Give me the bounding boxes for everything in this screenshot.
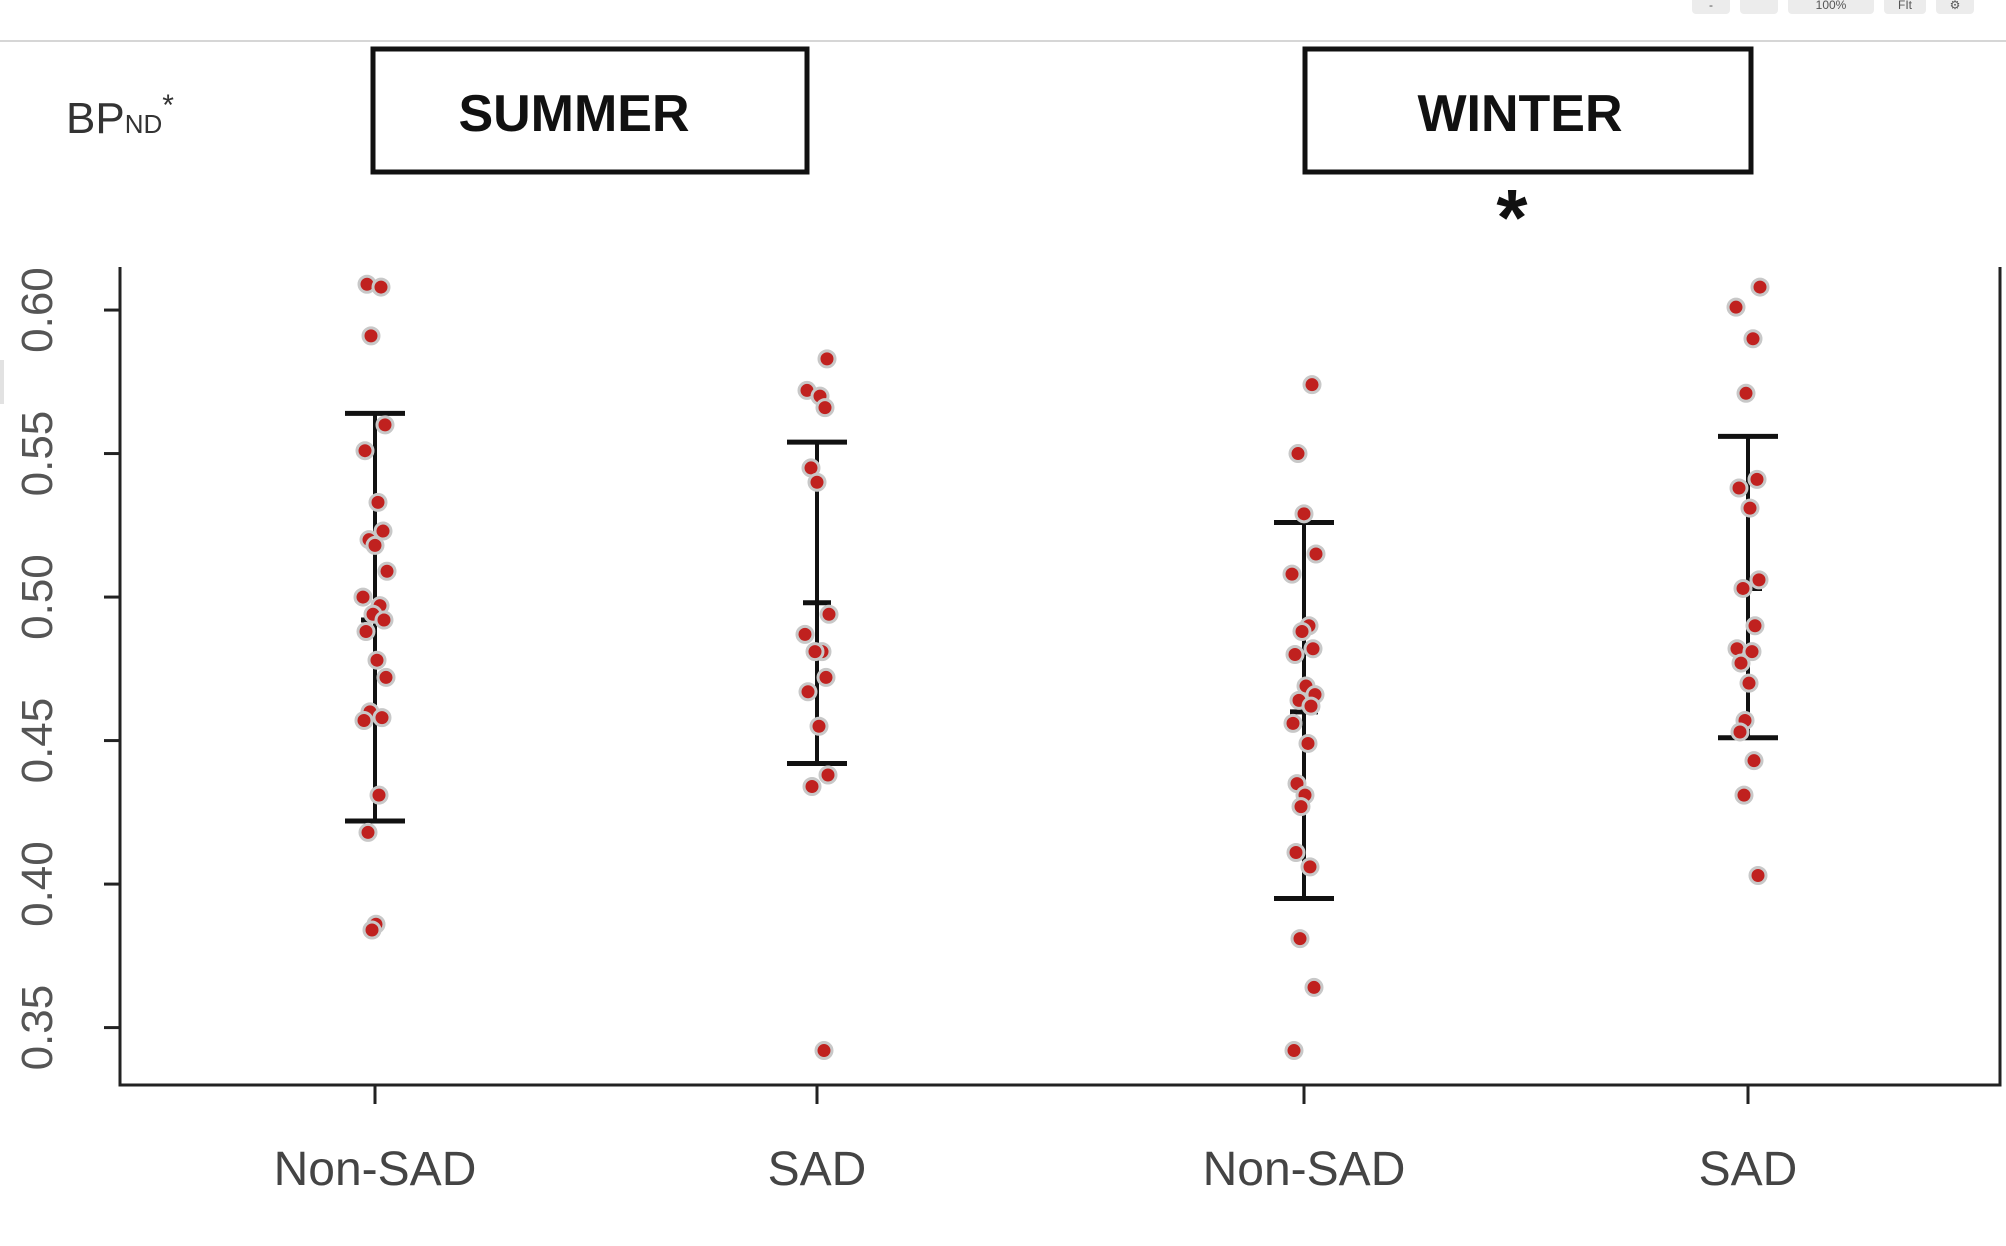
data-point	[369, 785, 389, 805]
season-label-winter-text: WINTER	[1417, 85, 1622, 143]
y-axis-label-main: BP	[66, 94, 125, 143]
data-point	[1748, 865, 1768, 885]
data-point	[1301, 696, 1321, 716]
data-point	[1733, 578, 1753, 598]
data-point	[361, 326, 381, 346]
data-point	[805, 642, 825, 662]
data-point	[372, 708, 392, 728]
data-point	[376, 667, 396, 687]
data-point	[353, 587, 373, 607]
plot-frame	[118, 267, 2002, 1087]
data-point	[1749, 570, 1769, 590]
y-tick-label: 0.55	[13, 411, 62, 497]
data-point	[1750, 277, 1770, 297]
data-point	[1745, 616, 1765, 636]
data-point	[1304, 977, 1324, 997]
data-point	[1730, 722, 1750, 742]
data-point	[1286, 843, 1306, 863]
data-point	[365, 535, 385, 555]
data-point	[1744, 751, 1764, 771]
season-label-summer: SUMMER	[370, 46, 810, 175]
data-point	[814, 1041, 834, 1061]
y-tick-label: 0.35	[13, 985, 62, 1071]
data-point	[373, 521, 393, 541]
x-tick-label: SAD	[768, 1143, 867, 1196]
data-point	[1294, 504, 1314, 524]
data-point	[1290, 929, 1310, 949]
data-point	[377, 561, 397, 581]
data-point	[1300, 857, 1320, 877]
data-point	[1740, 498, 1760, 518]
y-axis: 0.35 0.40 0.45 0.50 0.55 0.60	[13, 267, 120, 1070]
data-point	[1729, 478, 1749, 498]
top-divider	[0, 40, 2006, 42]
data-point	[1306, 544, 1326, 564]
y-tick-label: 0.45	[13, 698, 62, 784]
data-point	[1284, 1041, 1304, 1061]
data-point	[1742, 642, 1762, 662]
data-point	[354, 710, 374, 730]
y-axis-label: BPND*	[66, 89, 174, 143]
data-point	[1739, 673, 1759, 693]
error-bars	[345, 410, 1778, 901]
y-tick-label: 0.60	[13, 267, 62, 353]
data-point	[816, 667, 836, 687]
data-point	[1283, 713, 1303, 733]
data-point	[355, 441, 375, 461]
data-point	[1298, 733, 1318, 753]
data-point	[807, 472, 827, 492]
data-point	[368, 492, 388, 512]
data-points	[353, 274, 1770, 1061]
data-point	[374, 610, 394, 630]
data-point	[362, 920, 382, 940]
data-point	[815, 398, 835, 418]
image-viewer-toolbar: - 100% FIt ⚙	[1692, 0, 2006, 14]
zoom-reset-button[interactable]	[1740, 0, 1778, 14]
data-point	[1285, 644, 1305, 664]
season-box-summer	[370, 46, 810, 175]
data-point	[1288, 444, 1308, 464]
x-tick-label: Non-SAD	[274, 1143, 477, 1196]
season-label-winter: WINTER	[1302, 46, 1754, 175]
x-tick-label: Non-SAD	[1203, 1143, 1406, 1196]
significance-asterisk: *	[1496, 173, 1528, 262]
data-point	[358, 822, 378, 842]
data-point	[1291, 797, 1311, 817]
data-point	[798, 682, 818, 702]
data-point	[1747, 469, 1767, 489]
data-point	[802, 777, 822, 797]
data-point	[1731, 653, 1751, 673]
data-point	[371, 277, 391, 297]
data-point	[1734, 785, 1754, 805]
data-point	[375, 415, 395, 435]
x-tick-label: SAD	[1699, 1143, 1798, 1196]
zoom-out-button[interactable]: -	[1692, 0, 1730, 14]
data-point	[809, 716, 829, 736]
data-point	[1303, 639, 1323, 659]
data-point	[1282, 564, 1302, 584]
data-point	[1292, 622, 1312, 642]
y-tick-label: 0.50	[13, 554, 62, 640]
side-panel-handle[interactable]	[0, 360, 4, 404]
y-tick-label: 0.40	[13, 841, 62, 927]
data-point	[367, 650, 387, 670]
settings-button[interactable]: ⚙	[1936, 0, 1974, 14]
zoom-level-button[interactable]: 100%	[1788, 0, 1874, 14]
season-box-winter	[1302, 46, 1754, 175]
season-label-summer-text: SUMMER	[458, 85, 689, 143]
data-point	[1743, 329, 1763, 349]
data-point	[356, 622, 376, 642]
x-axis: Non-SAD SAD Non-SAD SAD	[274, 1085, 1798, 1196]
data-point	[1726, 297, 1746, 317]
data-point	[817, 349, 837, 369]
data-point	[1302, 375, 1322, 395]
data-point	[819, 604, 839, 624]
data-point	[795, 624, 815, 644]
data-point	[818, 765, 838, 785]
data-point	[1736, 383, 1756, 403]
fit-button[interactable]: FIt	[1884, 0, 1926, 14]
y-axis-label-sub: ND	[125, 109, 163, 139]
y-axis-label-sup: *	[162, 89, 174, 122]
